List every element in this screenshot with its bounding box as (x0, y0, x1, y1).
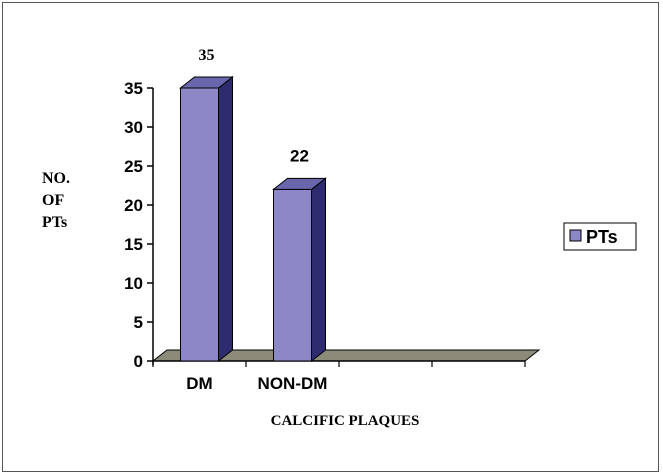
legend-label: PTs (586, 227, 618, 247)
chart-frame (2, 2, 659, 472)
data-label: 35 (199, 47, 215, 64)
y-tick-label: 30 (124, 118, 143, 137)
y-tick-label: 0 (134, 352, 143, 371)
y-tick-label: 15 (124, 235, 143, 254)
bar-front (180, 87, 219, 362)
y-tick-label: 25 (124, 157, 143, 176)
y-tick-label: 5 (134, 313, 143, 332)
y-tick-label: 35 (124, 79, 143, 98)
legend-swatch (569, 229, 582, 242)
bar-top (179, 76, 234, 89)
data-label: 22 (290, 146, 309, 165)
x-tick-label: NON-DM (258, 374, 328, 393)
bar-top (272, 177, 327, 190)
legend-box (563, 222, 637, 251)
y-tick-label: 20 (124, 196, 143, 215)
bar-side (218, 75, 233, 363)
x-tick-label: DM (186, 374, 212, 393)
legend: PTs (563, 222, 637, 251)
y-tick-label: 10 (124, 274, 143, 293)
bar-side (311, 177, 326, 363)
y-axis-title-line-1: NO. (42, 170, 70, 187)
x-axis-title: CALCIFIC PLAQUES (271, 413, 420, 429)
y-axis-title-line-3: PTs (42, 214, 67, 231)
y-axis-title-line-2: OF (42, 192, 64, 209)
bar-front (273, 188, 312, 362)
